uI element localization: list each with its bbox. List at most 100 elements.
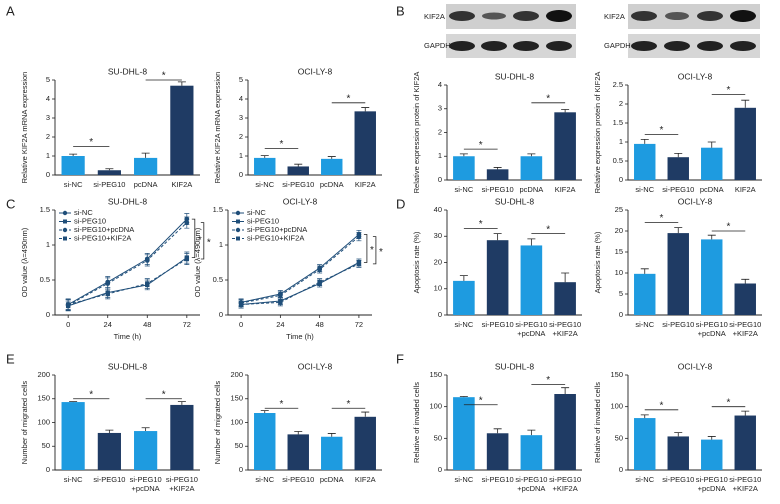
y-tick-label: 0.5 [213, 275, 223, 284]
y-tick-label: 50 [235, 441, 243, 450]
y-tick-label: 0 [219, 310, 223, 319]
error-bar [674, 432, 683, 437]
error-bar [141, 152, 150, 158]
bar [453, 280, 475, 315]
panel-label: C [6, 196, 15, 211]
x-tick-label: pcDNA [134, 180, 158, 189]
band [482, 12, 506, 20]
x-tick-label: KIF2A [355, 180, 376, 189]
bar [486, 169, 509, 180]
chart-title: SU-DHL-8 [108, 361, 147, 371]
y-tick-label: 5 [46, 75, 50, 84]
bar [170, 404, 194, 470]
significance-label: * [280, 399, 284, 410]
x-tick-label: pcDNA [320, 180, 344, 189]
series-line [68, 258, 188, 305]
y-tick-label: 2 [619, 99, 623, 108]
point [65, 302, 71, 307]
y-tick-label: 1 [46, 240, 50, 249]
x-tick-label: si-NC [635, 475, 654, 484]
bar [61, 402, 85, 470]
significance-bracket [372, 236, 377, 265]
y-tick-label: 10 [615, 268, 623, 277]
y-tick-label: 0 [438, 175, 442, 184]
error-bar [707, 141, 716, 148]
bar [634, 418, 656, 470]
chart-title: OCI-LY-8 [283, 196, 318, 206]
blot-label: GAPDH [604, 41, 631, 50]
point [184, 256, 190, 262]
x-tick-label: +pcDNA [132, 484, 160, 493]
chart-title: OCI-LY-8 [678, 361, 713, 371]
x-axis-label: Time (h) [286, 332, 314, 341]
x-tick-label: +KIF2A [733, 329, 758, 338]
point [356, 234, 362, 240]
x-tick-label: si-PEG10 [662, 475, 694, 484]
bar [486, 433, 509, 470]
error-bar [105, 168, 114, 171]
y-tick-label: 0.5 [613, 156, 623, 165]
x-tick-label: si-NC [455, 320, 474, 329]
bar [486, 240, 509, 315]
chart-title: OCI-LY-8 [298, 361, 333, 371]
x-tick-label: +KIF2A [733, 484, 758, 493]
series-line [240, 234, 360, 303]
bar [554, 394, 576, 470]
y-tick-label: 4 [46, 94, 50, 103]
bar [287, 166, 309, 175]
x-tick-label: si-PEG10 [130, 475, 162, 484]
y-tick-label: 0 [46, 465, 50, 474]
series-line [68, 257, 188, 307]
y-tick-label: 3 [46, 113, 50, 122]
y-tick-label: 0.5 [40, 275, 50, 284]
x-tick-label: si-NC [255, 180, 274, 189]
y-tick-label: 30 [434, 231, 442, 240]
error-bar [361, 411, 370, 417]
legend-marker [63, 236, 67, 241]
bar [354, 416, 376, 470]
error-bar [69, 153, 78, 156]
x-tick-label: 48 [143, 320, 151, 329]
error-bar [527, 429, 536, 436]
error-bar [561, 109, 570, 113]
bar [170, 85, 194, 175]
series-line [67, 218, 188, 305]
y-tick-label: 50 [615, 433, 623, 442]
x-tick-label: si-PEG10 [662, 185, 694, 194]
bar [61, 156, 85, 175]
significance-label: * [207, 237, 211, 248]
bar [520, 245, 543, 315]
error-bar [674, 153, 683, 158]
x-tick-label: +KIF2A [553, 329, 578, 338]
chart: SU-DHL-8 Relative of invaded cells 0 50 100 1… [412, 361, 582, 493]
bar [254, 157, 276, 175]
error-bar [177, 401, 186, 405]
y-tick-label: 150 [37, 394, 50, 403]
x-tick-label: KIF2A [735, 185, 756, 194]
y-tick-label: 150 [429, 370, 442, 379]
y-tick-label: 1 [239, 151, 243, 160]
bar [97, 170, 121, 175]
point [144, 258, 150, 263]
chart: SU-DHL-8 Relative expression protein of K… [412, 71, 582, 194]
y-tick-label: 150 [230, 394, 243, 403]
chart-title: SU-DHL-8 [108, 196, 147, 206]
y-tick-label: 200 [230, 370, 243, 379]
y-axis-label: OD value (λ=490nm) [20, 227, 29, 297]
x-tick-label: si-PEG10 [515, 475, 547, 484]
panel-label: E [6, 351, 15, 366]
y-tick-label: 0 [46, 170, 50, 179]
legend-label: si-NC [247, 208, 266, 217]
significance-label: * [370, 245, 374, 256]
x-tick-label: pcDNA [700, 185, 724, 194]
bar [701, 147, 723, 180]
panel-label: D [396, 196, 405, 211]
error-bar [459, 396, 468, 398]
error-bar [640, 414, 649, 419]
bar [520, 156, 543, 180]
chart-title: SU-DHL-8 [495, 361, 534, 371]
y-tick-label: 0 [239, 170, 243, 179]
error-bar [561, 387, 570, 394]
legend-marker [236, 236, 240, 241]
error-bar [493, 167, 502, 170]
